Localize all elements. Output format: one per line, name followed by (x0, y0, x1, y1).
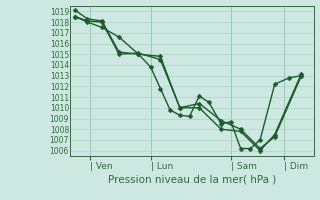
X-axis label: Pression niveau de la mer( hPa ): Pression niveau de la mer( hPa ) (108, 175, 276, 185)
